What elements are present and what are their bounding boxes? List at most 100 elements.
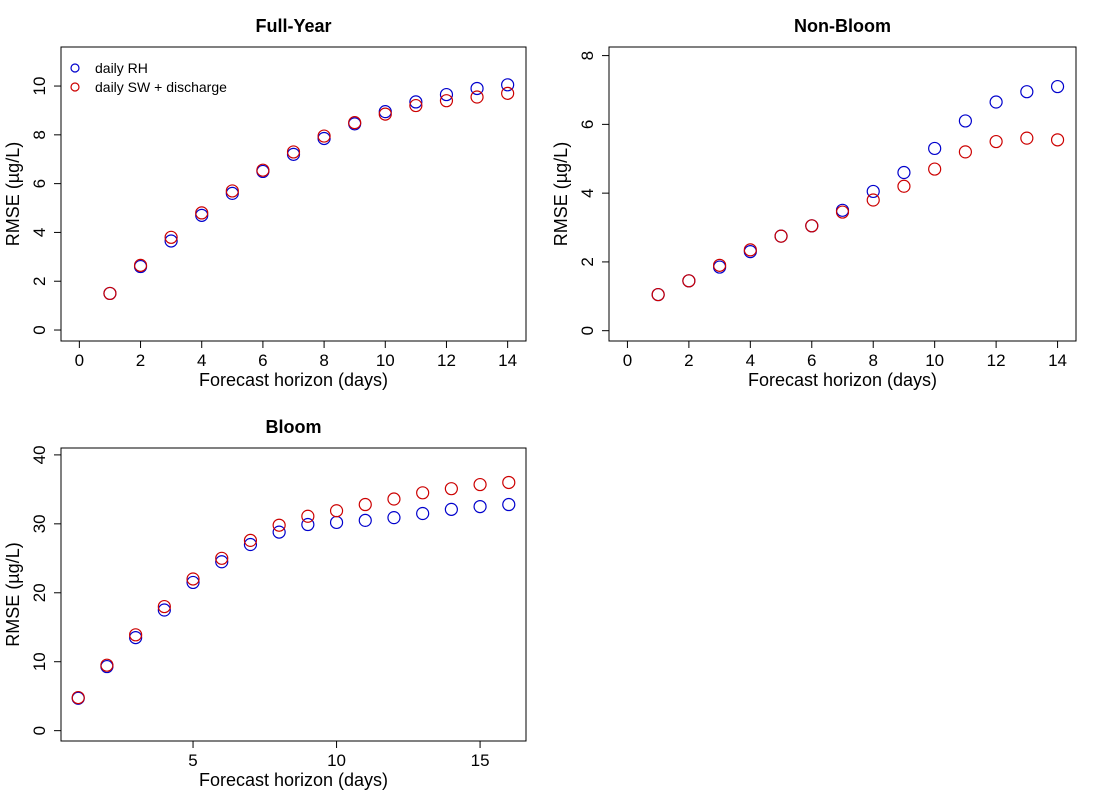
data-point (897, 165, 911, 180)
data-point (470, 81, 484, 96)
data-point (157, 599, 171, 614)
data-point (71, 690, 85, 705)
data-point (409, 95, 423, 109)
plot-title: Bloom (266, 417, 322, 437)
data-point (1020, 131, 1034, 145)
panel-non-bloom: Non-Bloom 0 2 4 6 8 10 12 14 Forecast horizon (da… (551, 16, 1077, 390)
plot-frame (608, 46, 1077, 342)
data-point (439, 87, 454, 102)
data-point (416, 486, 430, 500)
data-point (501, 78, 515, 92)
x-tick-label: 8 (868, 351, 877, 370)
data-point (186, 575, 200, 590)
x-tick-label: 14 (1048, 351, 1067, 370)
x-tick-label: 8 (319, 351, 328, 370)
data-point (378, 107, 392, 121)
data-point (805, 219, 819, 233)
x-tick-label: 0 (75, 351, 84, 370)
y-tick-label: 4 (578, 188, 597, 197)
legend-label: daily RH (95, 60, 148, 76)
data-point (129, 630, 143, 645)
data-point (958, 145, 972, 159)
data-point (103, 286, 117, 301)
data-point (317, 129, 331, 143)
x-tick-label: 10 (327, 751, 346, 770)
panel-full-year: Full-Year 0 2 4 6 8 10 12 14 Forecast horizon (da… (3, 16, 527, 390)
data-point (1020, 85, 1034, 99)
data-point (774, 229, 788, 243)
data-point (129, 628, 143, 642)
x-tick-label: 0 (623, 351, 632, 370)
data-point (989, 134, 1003, 149)
data-point (329, 504, 344, 518)
data-point (348, 116, 362, 130)
data-point (225, 184, 239, 198)
data-point (897, 179, 911, 193)
x-axis-label: Forecast horizon (days) (199, 370, 388, 390)
series-1 (71, 475, 516, 705)
data-point (1050, 133, 1065, 147)
y-tick-label: 10 (30, 77, 49, 96)
data-point (444, 482, 458, 496)
series-0 (103, 78, 515, 301)
data-point (256, 163, 270, 177)
data-point (164, 234, 178, 248)
data-point (928, 141, 942, 156)
data-point (157, 603, 171, 617)
data-point (215, 551, 229, 565)
data-point (133, 258, 148, 272)
data-point (651, 287, 665, 302)
data-point (286, 147, 301, 161)
y-tick-label: 40 (30, 445, 49, 464)
data-point (416, 506, 430, 521)
data-point (272, 525, 286, 539)
legend-label: daily SW + discharge (95, 79, 227, 95)
data-point (928, 162, 942, 176)
data-point (286, 145, 301, 159)
data-point (835, 205, 850, 219)
y-tick-label: 4 (30, 228, 49, 237)
data-point (473, 477, 487, 492)
x-tick-label: 5 (188, 751, 197, 770)
y-axis-label: RMSE (µg/L) (3, 542, 23, 646)
data-point (358, 497, 372, 512)
panel-bloom: Bloom 5 10 15 Forecast horizon (days) 0 10 20 30… (3, 417, 527, 790)
x-tick-label: 14 (498, 351, 517, 370)
y-tick-label: 8 (578, 51, 597, 60)
y-tick-label: 0 (578, 326, 597, 335)
x-tick-label: 2 (684, 351, 693, 370)
series-1 (103, 86, 515, 301)
y-tick-label: 6 (30, 179, 49, 188)
data-point (502, 497, 516, 512)
data-point (1050, 79, 1065, 94)
y-tick-label: 0 (30, 325, 49, 334)
x-tick-label: 12 (437, 351, 456, 370)
data-point (317, 131, 331, 146)
x-tick-label: 4 (197, 351, 206, 370)
legend-marker (70, 63, 80, 73)
y-axis-label: RMSE (µg/L) (551, 142, 571, 246)
data-point (470, 90, 484, 104)
y-tick-label: 8 (30, 130, 49, 139)
data-point (100, 658, 114, 672)
data-point (866, 184, 880, 199)
data-point (378, 105, 392, 119)
y-tick-label: 2 (578, 257, 597, 266)
data-point (473, 500, 487, 514)
legend-marker (70, 82, 80, 92)
y-tick-label: 2 (30, 276, 49, 285)
x-tick-label: 15 (471, 751, 490, 770)
data-point (502, 475, 516, 490)
data-point (243, 537, 258, 552)
data-point (387, 511, 401, 525)
series-1 (651, 131, 1065, 302)
data-point (387, 492, 401, 506)
y-tick-label: 0 (30, 726, 49, 735)
data-point (439, 94, 454, 108)
data-point (272, 518, 286, 532)
data-point (866, 193, 880, 207)
x-tick-label: 6 (807, 351, 816, 370)
data-point (501, 86, 515, 100)
data-point (358, 513, 372, 527)
